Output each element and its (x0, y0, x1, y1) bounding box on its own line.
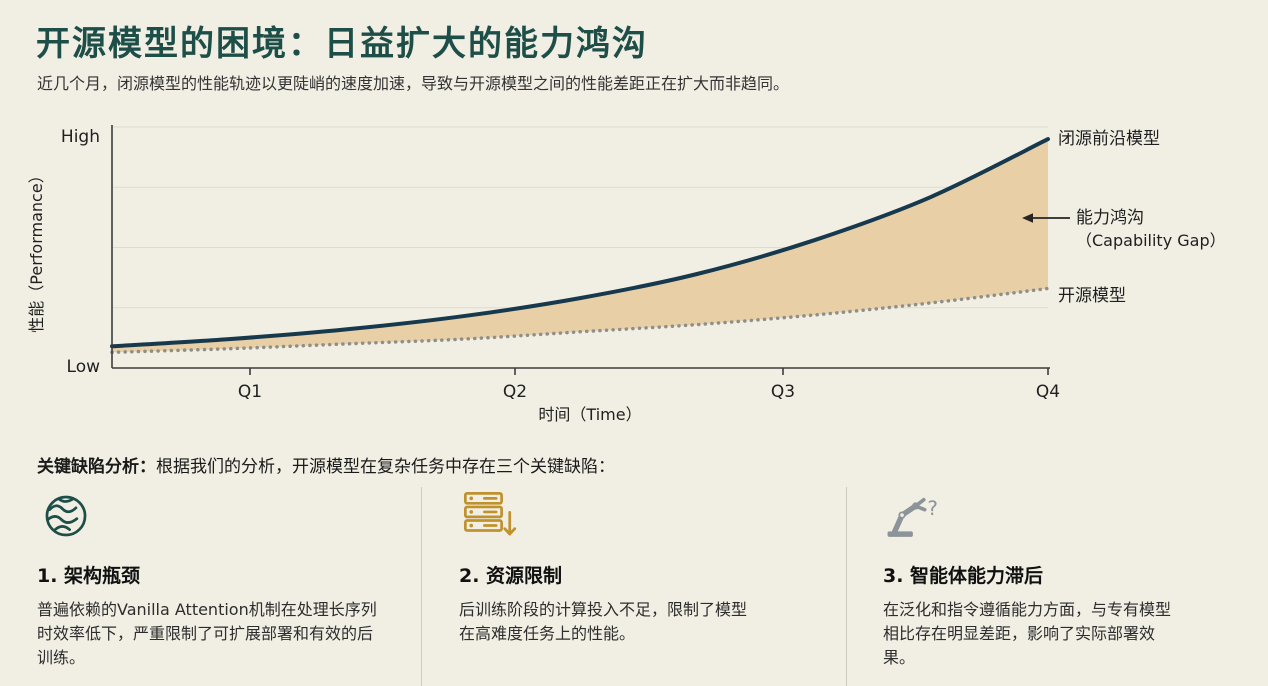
flaw-card-agentic: ? 3. 智能体能力滞后 在泛化和指令遵循能力方面，与专有模型相比存在明显差距，… (883, 487, 1183, 670)
closed-source-series-label: 闭源前沿模型 (1058, 129, 1160, 149)
question-mark-icon: ? (927, 497, 938, 520)
closed-source-curve (110, 137, 1050, 349)
flaw-description-architecture: 普遍依赖的Vanilla Attention机制在处理长序列时效率低下，严重限制… (37, 600, 377, 667)
x-tick-marks (249, 368, 1049, 375)
analysis-heading-label: 关键缺陷分析： (37, 457, 156, 477)
gap-annotation-line1: 能力鸿沟 (1076, 208, 1144, 228)
capability-gap-area (112, 139, 1048, 353)
x-tick-label-q3: Q3 (771, 382, 795, 402)
flaw-description-agentic: 在泛化和指令遵循能力方面，与专有模型相比存在明显差距，影响了实际部署效果。 (883, 600, 1172, 667)
gap-arrow-icon (1022, 213, 1070, 223)
y-axis-high-label: High (61, 127, 100, 147)
page-subtitle: 近几个月，闭源模型的性能轨迹以更陡峭的速度加速，导致与开源模型之间的性能差距正在… (37, 74, 790, 93)
flaw-card-architecture: 1. 架构瓶颈 普遍依赖的Vanilla Attention机制在处理长序列时效… (37, 487, 387, 670)
open-source-curve (110, 286, 1050, 355)
x-tick-label-q2: Q2 (503, 382, 527, 402)
y-axis-title: 性能（Performance） (27, 167, 46, 332)
y-axis-low-label: Low (67, 357, 101, 377)
column-divider (421, 487, 422, 686)
column-divider (846, 487, 847, 686)
analysis-heading: 关键缺陷分析：根据我们的分析，开源模型在复杂任务中存在三个关键缺陷： (37, 452, 615, 477)
page-title: 开源模型的困境：日益扩大的能力鸿沟 (36, 24, 648, 64)
gap-annotation-line2: （Capability Gap） (1076, 231, 1226, 250)
analysis-heading-text: 根据我们的分析，开源模型在复杂任务中存在三个关键缺陷： (156, 457, 615, 477)
flaw-card-resources: 2. 资源限制 后训练阶段的计算投入不足，限制了模型在高难度任务上的性能。 (459, 487, 755, 646)
axes (111, 125, 1050, 369)
flaw-title-resources: 2. 资源限制 (459, 565, 563, 587)
x-axis-title: 时间（Time） (538, 405, 641, 424)
flaw-title-architecture: 1. 架构瓶颈 (37, 565, 141, 587)
x-tick-label-q4: Q4 (1036, 382, 1060, 402)
brain-icon (45, 495, 87, 537)
performance-chart: Q1 Q2 Q3 Q4 High Low 性能（Performance） 时间（… (27, 125, 1226, 424)
flaw-title-agentic: 3. 智能体能力滞后 (883, 565, 1044, 587)
robot-arm-icon: ? (887, 497, 938, 537)
server-stack-icon (463, 491, 517, 536)
flaw-description-resources: 后训练阶段的计算投入不足，限制了模型在高难度任务上的性能。 (459, 600, 748, 643)
open-source-series-label: 开源模型 (1058, 286, 1126, 306)
x-tick-label-q1: Q1 (238, 382, 262, 402)
